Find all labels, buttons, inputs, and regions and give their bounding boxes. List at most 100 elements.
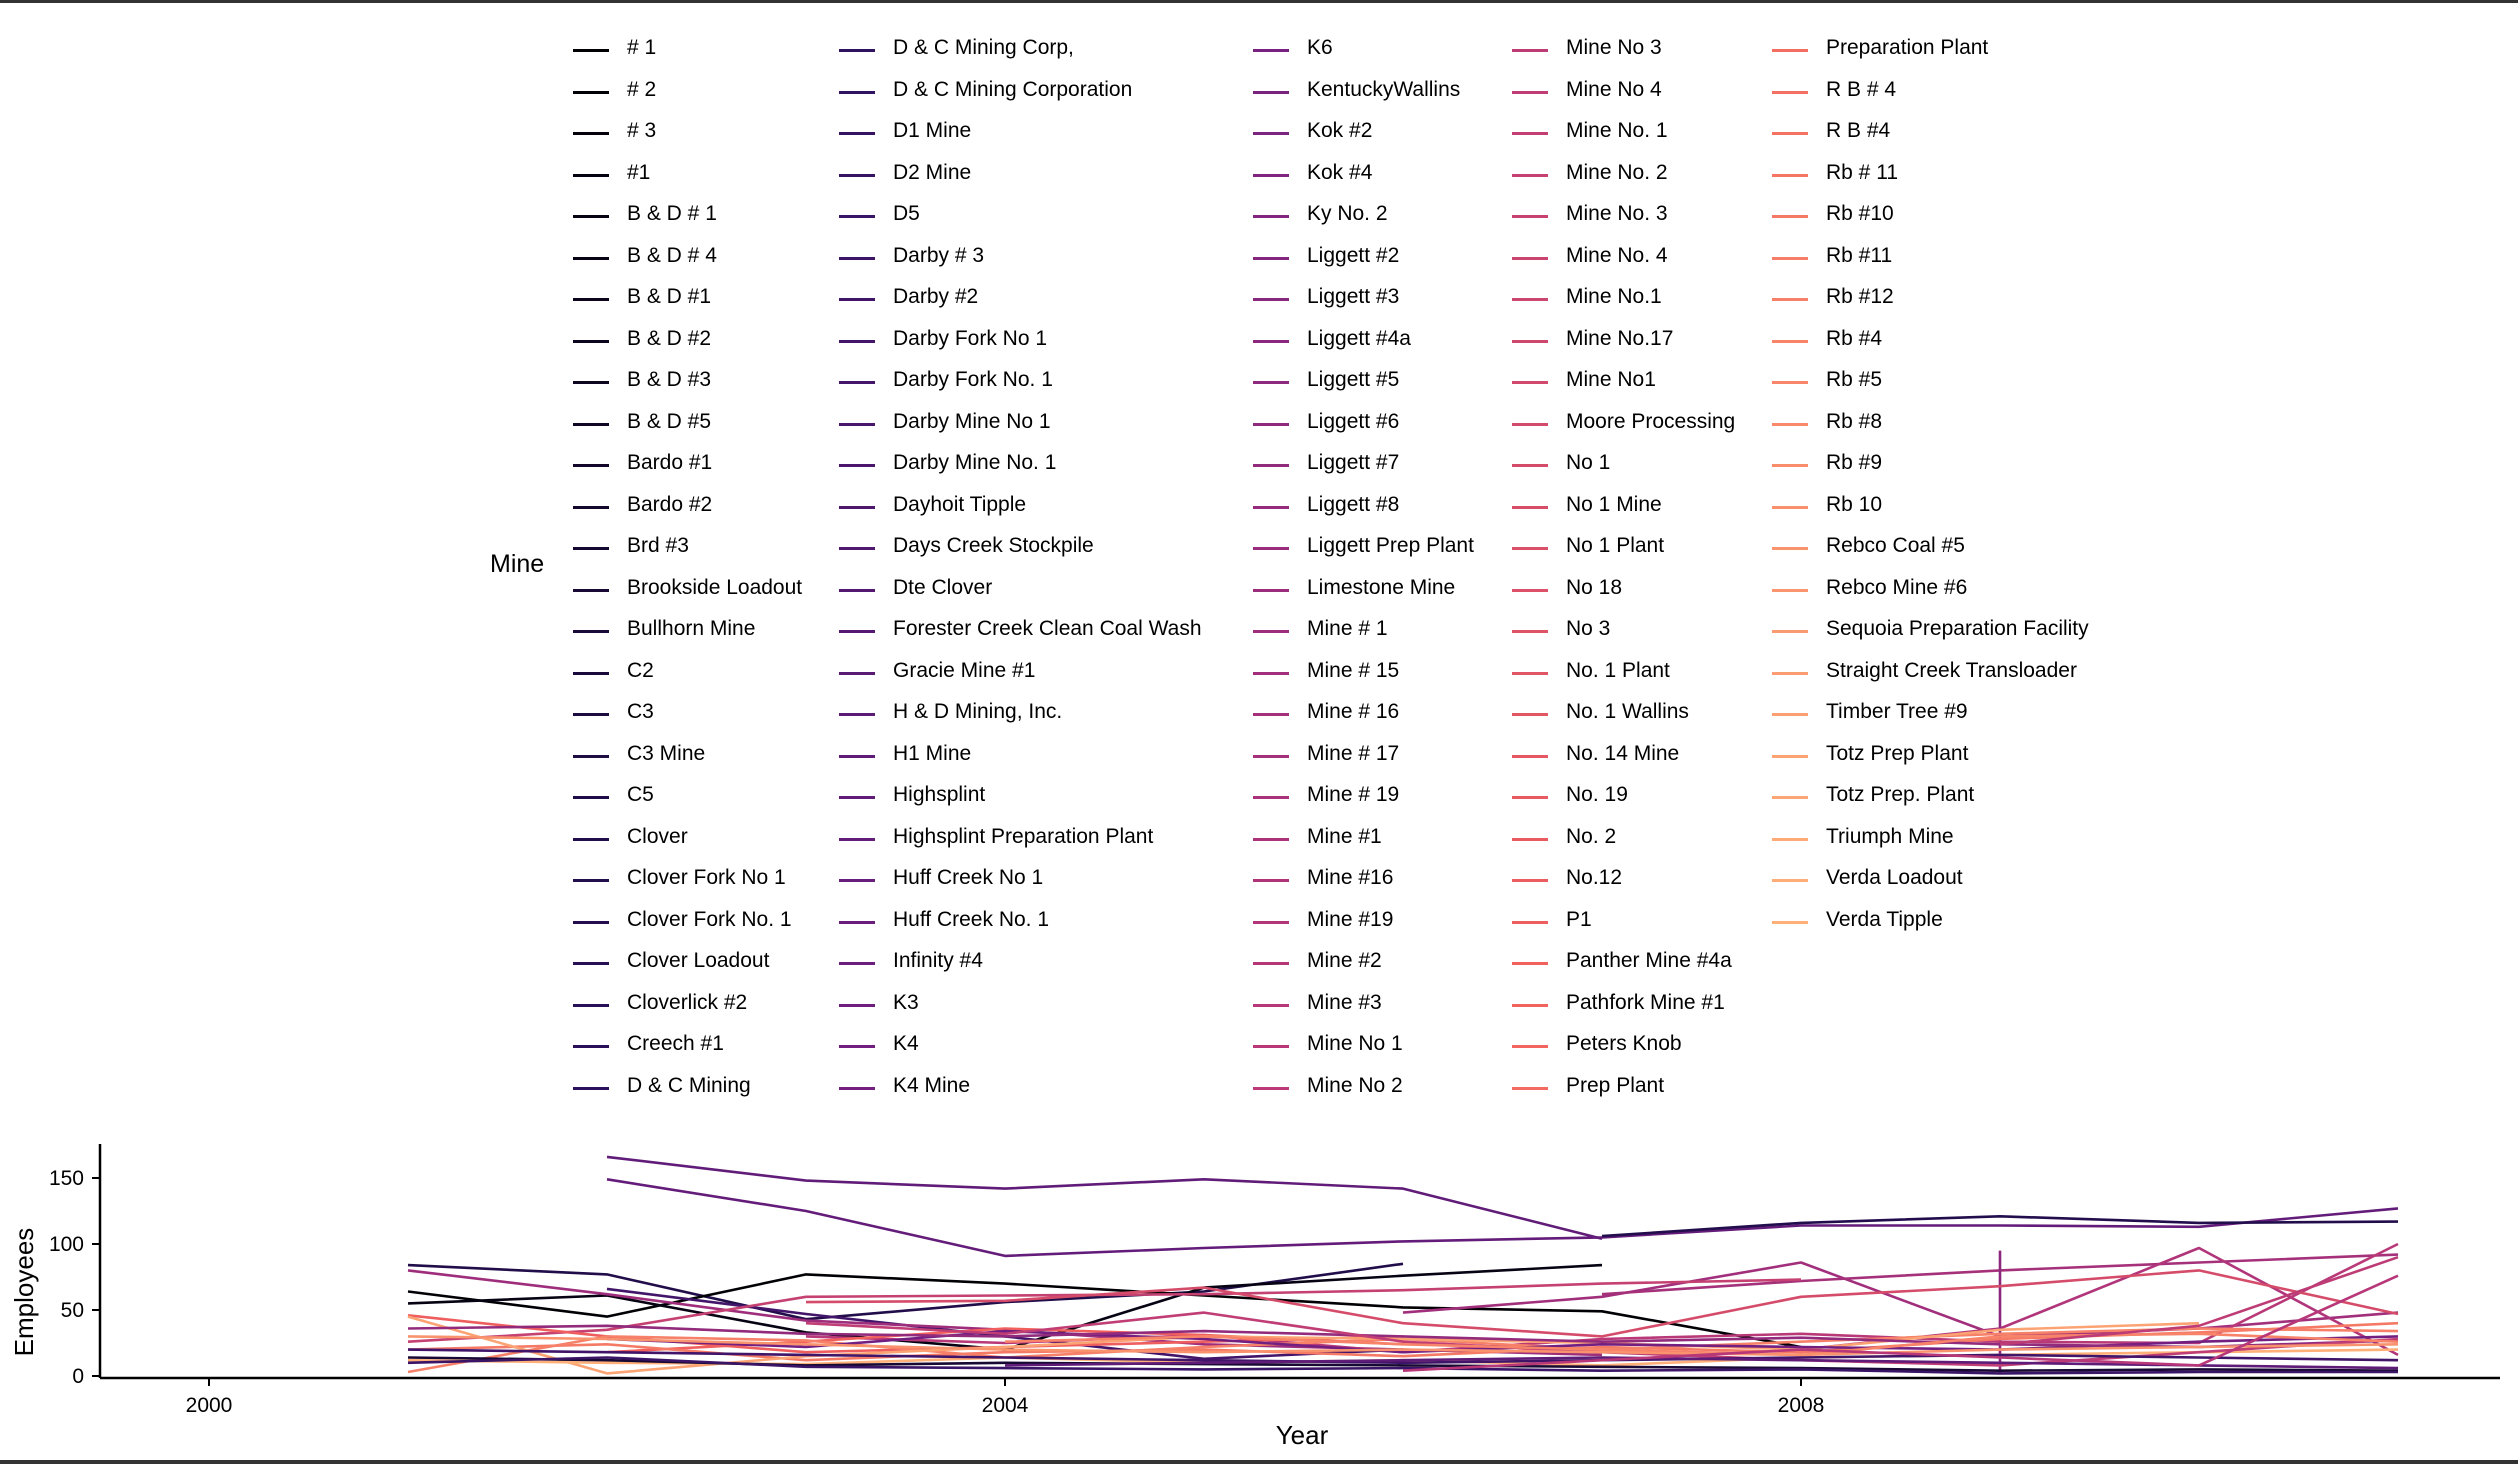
legend-label: C2 bbox=[627, 658, 654, 682]
legend-label: K6 bbox=[1307, 36, 1333, 59]
legend-key bbox=[839, 339, 875, 343]
legend-label: Rb #10 bbox=[1826, 202, 1894, 225]
legend-key bbox=[839, 505, 875, 509]
legend-title: Mine bbox=[490, 550, 545, 578]
legend-label: No. 2 bbox=[1566, 824, 1617, 848]
legend-key bbox=[1253, 1045, 1289, 1048]
legend-key bbox=[1512, 754, 1548, 758]
legend-key bbox=[1512, 547, 1548, 550]
legend-key bbox=[1253, 422, 1289, 426]
legend-label: D & C Mining Corp, bbox=[893, 36, 1074, 59]
legend-label: No. 19 bbox=[1566, 783, 1628, 806]
legend-label: Liggett #6 bbox=[1307, 409, 1400, 433]
legend-key bbox=[1772, 298, 1808, 301]
legend-label: Mine # 17 bbox=[1307, 741, 1400, 765]
legend-label: Mine # 19 bbox=[1307, 783, 1400, 806]
legend-label: Mine No 3 bbox=[1566, 36, 1662, 59]
legend-label: Moore Processing bbox=[1566, 409, 1736, 433]
top-rule bbox=[0, 0, 2518, 3]
plot-area: 0 50 100 150 2000 2004 2008 Year Employees bbox=[9, 1144, 2500, 1450]
legend-key bbox=[1253, 796, 1289, 799]
legend-label: Kok #2 bbox=[1307, 119, 1373, 142]
legend-key bbox=[839, 132, 875, 135]
legend-label: C3 Mine bbox=[627, 741, 706, 765]
legend-key bbox=[1772, 505, 1808, 509]
legend-key bbox=[839, 713, 875, 716]
legend-label: Mine No.17 bbox=[1566, 326, 1674, 350]
legend-label: #1 bbox=[627, 160, 651, 184]
legend-label: No.12 bbox=[1566, 866, 1623, 889]
legend-key bbox=[1512, 713, 1548, 716]
legend-key bbox=[1512, 49, 1548, 52]
legend-key bbox=[839, 920, 875, 924]
legend-label: Clover bbox=[627, 824, 688, 848]
legend-label: D5 bbox=[893, 202, 920, 225]
legend-key bbox=[573, 754, 609, 758]
legend-key bbox=[573, 713, 609, 716]
legend-label: Liggett #3 bbox=[1307, 285, 1400, 308]
legend-key bbox=[839, 215, 875, 218]
legend-key bbox=[1772, 381, 1808, 384]
legend-key bbox=[573, 505, 609, 509]
bottom-rule bbox=[0, 1460, 2518, 1464]
legend-key bbox=[573, 49, 609, 52]
legend-label: Mine #2 bbox=[1307, 949, 1382, 972]
legend-label: Triumph Mine bbox=[1826, 824, 1954, 848]
legend-label: K3 bbox=[893, 990, 919, 1014]
legend-key bbox=[1512, 339, 1548, 343]
series-line bbox=[606, 1178, 2399, 1258]
series-line bbox=[1402, 1274, 2399, 1372]
legend-key bbox=[573, 630, 609, 633]
legend-key bbox=[573, 547, 609, 550]
legend-key bbox=[1772, 796, 1808, 799]
legend-label: Ky No. 2 bbox=[1307, 202, 1388, 225]
legend-label: Bullhorn Mine bbox=[627, 617, 756, 640]
legend-label: No. 1 Plant bbox=[1566, 658, 1670, 682]
legend-label: No 1 Mine bbox=[1566, 492, 1662, 516]
legend-key bbox=[573, 879, 609, 882]
legend-label: K4 Mine bbox=[893, 1073, 971, 1097]
legend-key bbox=[573, 381, 609, 384]
legend-label: Mine # 16 bbox=[1307, 700, 1400, 723]
legend-label: Rebco Coal #5 bbox=[1826, 534, 1965, 557]
legend-label: Rb #11 bbox=[1826, 243, 1893, 267]
legend-label: R B # 4 bbox=[1826, 77, 1897, 101]
legend-key bbox=[573, 796, 609, 799]
series-line bbox=[606, 1155, 1603, 1240]
legend-label: No 18 bbox=[1566, 575, 1623, 599]
legend-key bbox=[573, 339, 609, 343]
legend-key bbox=[1772, 920, 1808, 924]
x-tick-label: 2008 bbox=[1778, 1394, 1825, 1417]
legend-key bbox=[1512, 671, 1548, 675]
legend-key bbox=[839, 1003, 875, 1007]
legend-key bbox=[1512, 381, 1548, 384]
legend-label: P1 bbox=[1566, 907, 1592, 931]
legend-label: Darby Fork No. 1 bbox=[893, 368, 1053, 391]
legend-label: Straight Creek Transloader bbox=[1826, 658, 2077, 682]
legend-key bbox=[1772, 90, 1808, 94]
legend-label: D1 Mine bbox=[893, 119, 972, 142]
legend-key bbox=[1772, 173, 1808, 177]
legend-label: No. 14 Mine bbox=[1566, 741, 1680, 765]
legend-label: H & D Mining, Inc. bbox=[893, 700, 1063, 723]
legend-key bbox=[839, 49, 875, 52]
legend-label: Huff Creek No. 1 bbox=[893, 907, 1050, 931]
legend-label: Brookside Loadout bbox=[627, 575, 803, 599]
legend-label: Mine No. 2 bbox=[1566, 160, 1668, 184]
legend-label: Mine #19 bbox=[1307, 907, 1394, 931]
legend-label: # 3 bbox=[627, 119, 657, 142]
legend-label: Rb # 11 bbox=[1826, 160, 1898, 184]
legend-key bbox=[1253, 962, 1289, 965]
legend-label: Verda Tipple bbox=[1826, 907, 1943, 931]
legend-label: Darby # 3 bbox=[893, 243, 985, 267]
legend-label: Gracie Mine #1 bbox=[893, 658, 1036, 682]
legend-key bbox=[1772, 256, 1808, 260]
y-tick-label: 150 bbox=[49, 1167, 84, 1190]
legend-label: Rb #12 bbox=[1826, 285, 1894, 308]
y-tick-label: 100 bbox=[49, 1233, 84, 1256]
legend-label: Rb 10 bbox=[1826, 492, 1883, 516]
legend-label: Highsplint bbox=[893, 783, 986, 806]
legend-key bbox=[573, 132, 609, 135]
legend-label: B & D #2 bbox=[627, 326, 712, 350]
legend-label: Mine No 1 bbox=[1307, 1032, 1403, 1055]
